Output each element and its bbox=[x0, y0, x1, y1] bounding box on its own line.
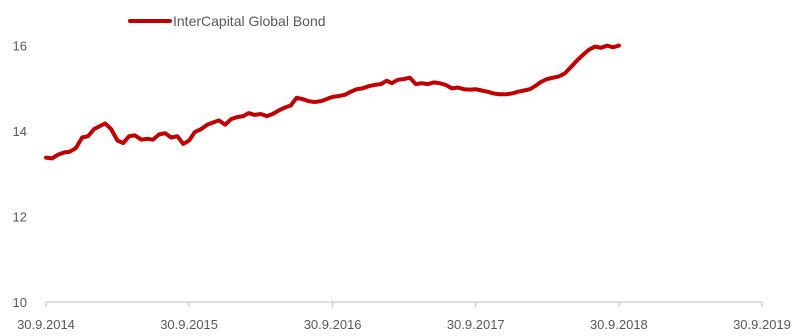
x-tick-label: 30.9.2015 bbox=[160, 317, 218, 332]
x-axis-ticks: 30.9.2014 30.9.2015 30.9.2016 30.9.2017 30.9… bbox=[17, 302, 791, 332]
x-tick-label: 30.9.2018 bbox=[590, 317, 648, 332]
y-tick-label: 12 bbox=[13, 210, 27, 225]
x-tick-label: 30.9.2017 bbox=[447, 317, 505, 332]
y-axis-ticks: 10 12 14 16 bbox=[13, 39, 27, 310]
y-tick-label: 14 bbox=[13, 124, 27, 139]
y-tick-label: 16 bbox=[13, 39, 27, 54]
x-tick-label: 30.9.2014 bbox=[17, 317, 75, 332]
x-tick-label: 30.9.2016 bbox=[304, 317, 362, 332]
legend-label-intercapital-global-bond: InterCapital Global Bond bbox=[173, 13, 326, 29]
x-tick-label: 30.9.2019 bbox=[733, 317, 791, 332]
series-line-0 bbox=[44, 43, 621, 161]
legend: InterCapital Global Bond bbox=[128, 13, 326, 29]
y-tick-label: 10 bbox=[13, 295, 27, 310]
plot-area bbox=[44, 43, 621, 161]
